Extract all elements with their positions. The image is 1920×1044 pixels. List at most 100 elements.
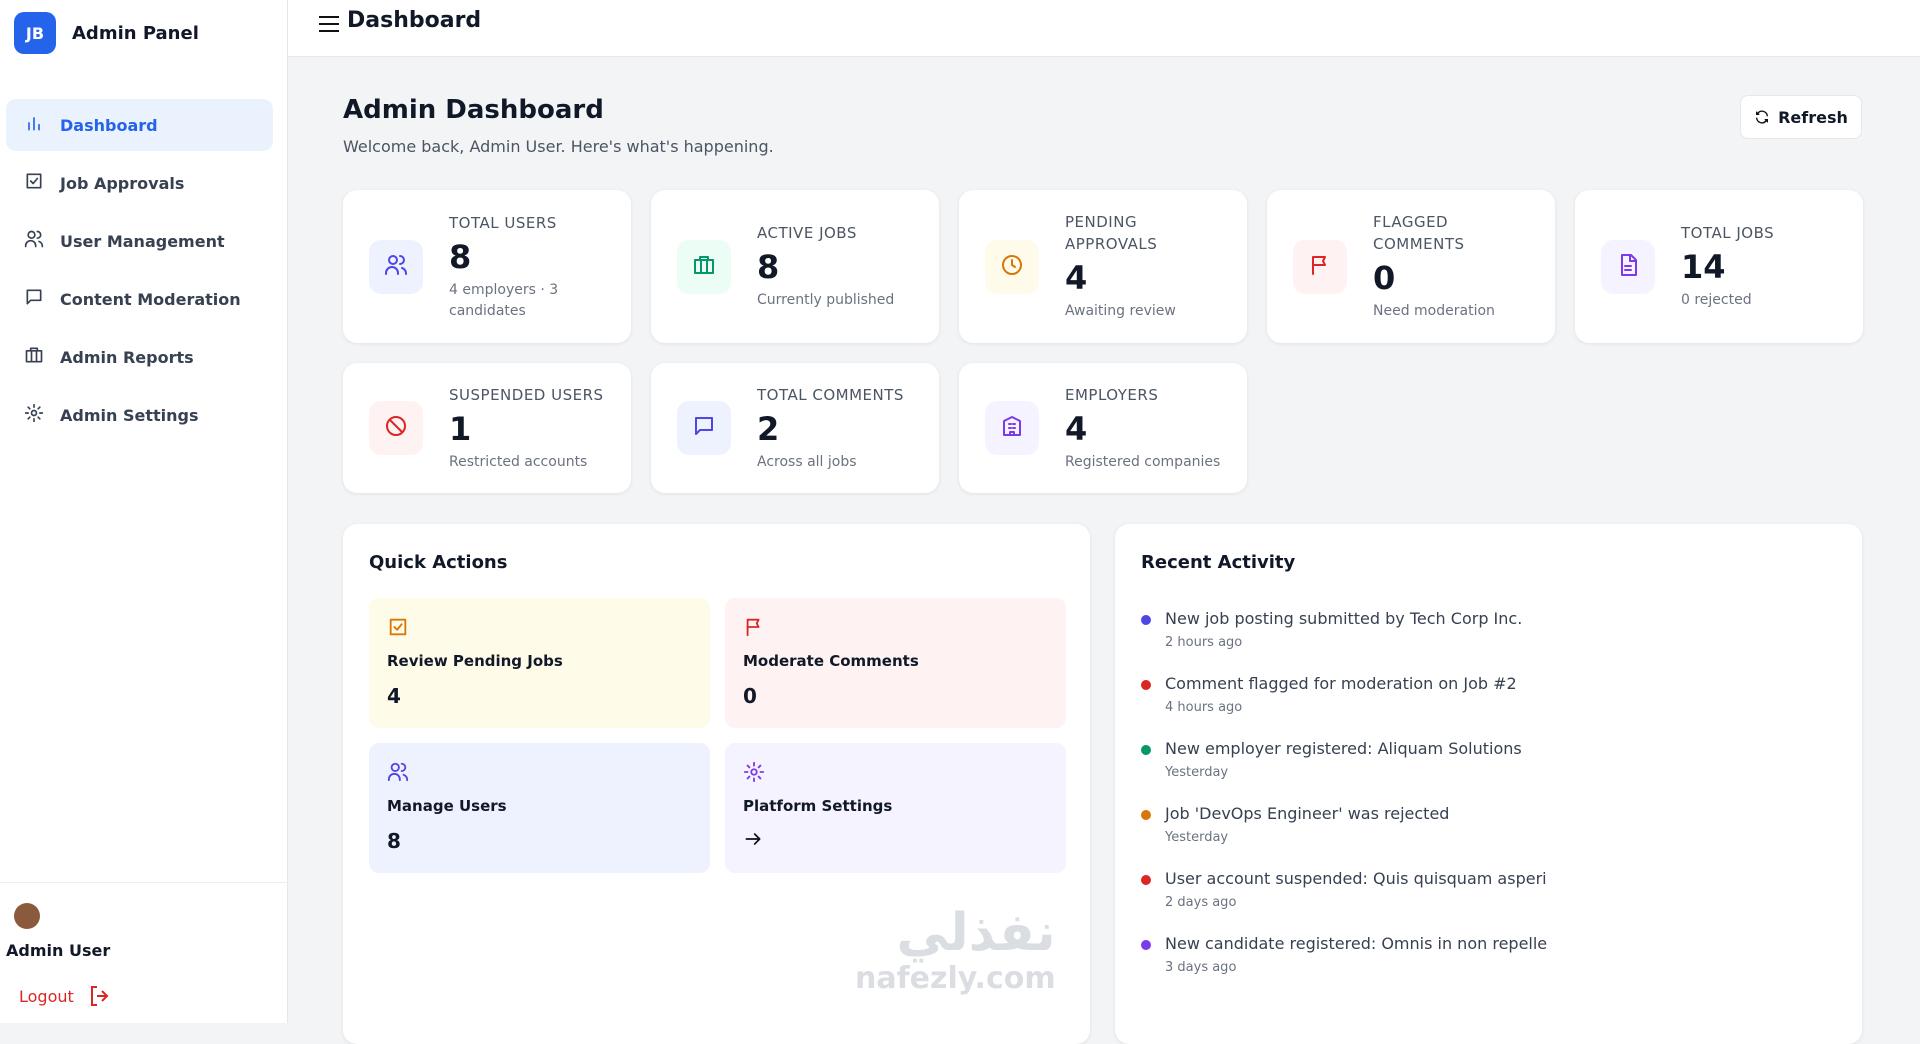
stat-icon xyxy=(677,401,731,455)
icon xyxy=(692,253,716,281)
stat-value: 1 xyxy=(449,409,472,448)
stat-body: SUSPENDED USERS 1 Restricted accounts xyxy=(449,384,604,473)
icon xyxy=(743,616,1048,642)
activity: Job 'DevOps Engineer' was rejected Yester… xyxy=(1141,804,1836,845)
nav-item[interactable]: Job Approvals xyxy=(6,157,273,209)
nav-label[interactable]: Content Moderation xyxy=(60,289,241,309)
header: Dashboard xyxy=(288,0,1920,57)
activity: User account suspended: Quis quisquam as… xyxy=(1141,869,1836,910)
icon xyxy=(24,403,44,427)
stat-label: TOTAL COMMENTS xyxy=(757,385,904,404)
stat-value: 0 xyxy=(1373,259,1396,297)
logout-icon xyxy=(90,986,109,1006)
nav: Dashboard Job Approvals User Management Con… xyxy=(6,99,273,447)
stat-label: TOTAL JOBS xyxy=(1681,224,1775,242)
stat-value: 14 xyxy=(1681,248,1726,286)
icon-svg xyxy=(1002,254,1022,275)
activity: Comment flagged for moderation on Job #2… xyxy=(1141,674,1836,715)
icon xyxy=(24,113,44,137)
icon xyxy=(1000,253,1024,281)
nav-label[interactable]: Admin Reports xyxy=(60,347,194,367)
quick-action-value[interactable]: 4 xyxy=(387,684,401,708)
stat-body: TOTAL JOBS 14 0 rejected xyxy=(1681,222,1774,311)
header-title: Dashboard xyxy=(347,8,482,33)
nav-item[interactable]: Admin Settings xyxy=(6,389,273,441)
icon-svg xyxy=(746,618,760,637)
icon xyxy=(743,761,1048,787)
quick-action-label[interactable]: Platform Settings xyxy=(743,797,893,815)
quick-action-label[interactable]: Moderate Comments xyxy=(743,652,919,670)
avatar xyxy=(14,903,40,929)
brand-title: Admin Panel xyxy=(72,22,199,44)
quick-action-label[interactable]: Review Pending Jobs xyxy=(387,652,563,670)
nav-label[interactable]: Admin Settings xyxy=(60,405,199,425)
icon xyxy=(384,253,408,281)
main: Admin Dashboard Welcome back, Admin User… xyxy=(343,95,1863,1044)
nav-label[interactable]: Job Approvals xyxy=(60,173,185,193)
logout[interactable]: Logout xyxy=(19,984,282,1008)
activity-list: New job posting submitted by Tech Corp I… xyxy=(1141,609,1836,975)
icon-svg xyxy=(695,417,713,435)
icon xyxy=(387,761,692,787)
icon xyxy=(1616,253,1640,281)
activity-time: 4 hours ago xyxy=(1165,700,1243,715)
stat-card: TOTAL USERS 8 4 employers · 3 candidates xyxy=(343,190,631,343)
nav-item[interactable]: User Management xyxy=(6,215,273,267)
icon-svg xyxy=(386,416,406,436)
nav-item[interactable]: Admin Reports xyxy=(6,331,273,383)
icon-svg xyxy=(24,230,44,248)
activity-dot xyxy=(1141,680,1151,690)
stat-label: TOTAL USERS xyxy=(449,213,557,232)
activity-dot xyxy=(1141,875,1151,885)
user-name: Admin User xyxy=(6,941,111,960)
stat-note: Currently published xyxy=(757,292,895,308)
icon xyxy=(1308,253,1332,281)
stat-card: FLAGGED COMMENTS 0 Need moderation xyxy=(1267,190,1555,343)
refresh-button[interactable]: Refresh xyxy=(1740,95,1862,139)
stat-icon xyxy=(985,401,1039,455)
nav-item[interactable]: Content Moderation xyxy=(6,273,273,325)
quick-action[interactable]: Moderate Comments 0 xyxy=(725,598,1066,728)
quick-action[interactable]: Manage Users 8 xyxy=(369,743,710,873)
menu-button[interactable] xyxy=(317,12,341,36)
quick-actions: Review Pending Jobs 4 Moderate Comments 0 Ma… xyxy=(369,598,1066,873)
stat-body: TOTAL COMMENTS 2 Across all jobs xyxy=(757,384,904,473)
nav-label[interactable]: Dashboard xyxy=(60,115,158,135)
stat-label: EMPLOYERS xyxy=(1065,385,1159,404)
stat-note: 4 employers · 3 candidates xyxy=(449,281,559,319)
quick-action-label[interactable]: Manage Users xyxy=(387,797,507,815)
activity-dot xyxy=(1141,940,1151,950)
nav-label[interactable]: User Management xyxy=(60,231,225,251)
stat-body: EMPLOYERS 4 Registered companies xyxy=(1065,384,1220,473)
activity-body: New job posting submitted by Tech Corp I… xyxy=(1165,609,1522,650)
quick-action[interactable]: Platform Settings xyxy=(725,743,1066,873)
refresh-label[interactable]: Refresh xyxy=(1778,107,1848,127)
quick-action[interactable]: Review Pending Jobs 4 xyxy=(369,598,710,728)
watermark-latin: nafezly.com xyxy=(855,961,1056,996)
icon xyxy=(24,287,44,311)
stats-grid: TOTAL USERS 8 4 employers · 3 candidates AC… xyxy=(343,190,1863,493)
stat-label: ACTIVE JOBS xyxy=(757,224,857,242)
activity-time: 2 days ago xyxy=(1165,895,1237,910)
icon-svg xyxy=(745,833,761,845)
stat-body: TOTAL USERS 8 4 employers · 3 candidates xyxy=(449,212,605,322)
quick-action-value[interactable]: 0 xyxy=(743,684,757,708)
stat-value: 4 xyxy=(1065,259,1088,297)
stat-icon xyxy=(1601,239,1655,294)
stat-card: EMPLOYERS 4 Registered companies xyxy=(959,363,1247,493)
stat-card: ACTIVE JOBS 8 Currently published xyxy=(651,190,939,343)
stat-card: TOTAL JOBS 14 0 rejected xyxy=(1575,190,1863,343)
stat-note: Restricted accounts xyxy=(449,453,588,470)
quick-action-value[interactable]: 8 xyxy=(387,829,401,853)
stat-note: Across all jobs xyxy=(757,453,857,470)
activity-text: Job 'DevOps Engineer' was rejected xyxy=(1165,804,1450,823)
stat-note: Registered companies xyxy=(1065,453,1221,470)
stat-label: FLAGGED COMMENTS xyxy=(1373,213,1465,253)
activity-body: New candidate registered: Omnis in non r… xyxy=(1165,934,1547,975)
brand: JB Admin Panel xyxy=(14,12,199,54)
icon-svg xyxy=(25,347,43,363)
logout-label[interactable]: Logout xyxy=(19,986,74,1006)
nav-item[interactable]: Dashboard xyxy=(6,99,273,151)
icon-svg xyxy=(694,255,714,274)
